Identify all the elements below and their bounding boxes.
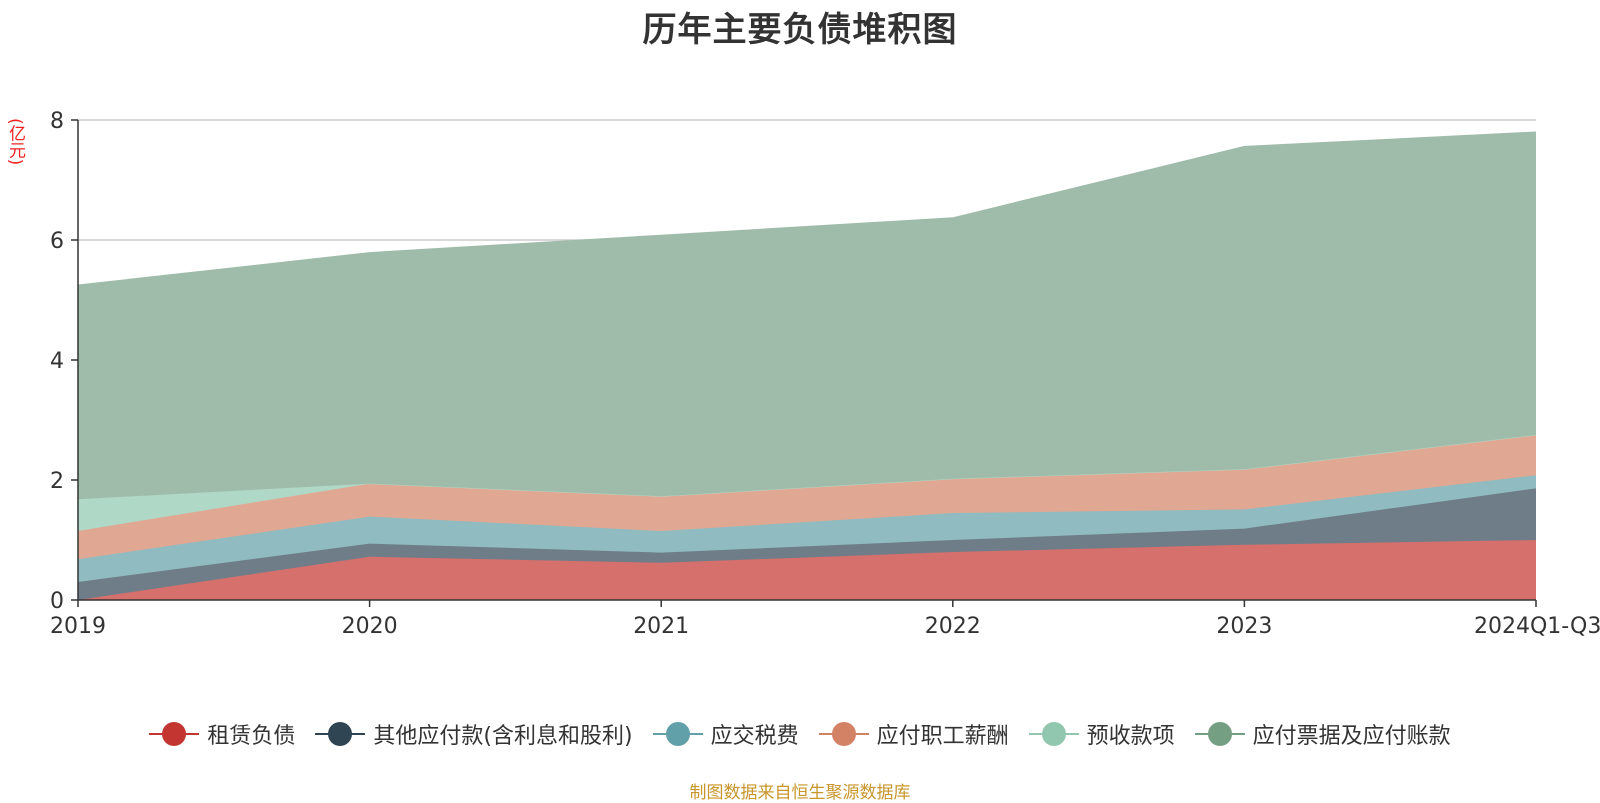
legend-marker-icon [1194,722,1245,746]
y-tick-label: 8 [50,109,64,134]
stacked-area-chart: 0 2 4 6 8 2019 2020 2021 2022 2023 2024Q1-Q3 [50,109,1600,639]
area-edge-5 [77,131,1537,286]
legend-label: 租赁负债 [207,724,296,749]
legend-label: 应付票据及应付账款 [1252,724,1451,749]
x-tick-label: 2024Q1-Q3 [1474,614,1600,639]
legend-marker-icon [818,722,869,746]
area-edge-0 [77,539,1537,601]
legend-label: 应付职工薪酬 [876,724,1009,749]
legend-label: 应交税费 [710,724,799,749]
legend-item-5[interactable]: 应付票据及应付账款 [1194,718,1451,750]
legend-marker-icon [315,722,366,746]
y-tick-label: 4 [50,349,64,374]
x-tick-label: 2019 [50,614,106,639]
legend-item-1[interactable]: 其他应付款(含利息和股利) [315,718,633,750]
axes: 0 2 4 6 8 2019 2020 2021 2022 2023 2024Q1-Q3 [50,109,1600,639]
legend-item-3[interactable]: 应付职工薪酬 [818,718,1009,750]
y-tick-label: 0 [50,589,64,614]
y-axis-unit-label: (亿元) [5,118,25,166]
x-tick-label: 2023 [1216,614,1272,639]
x-tick-label: 2020 [342,614,398,639]
legend: 租赁负债 其他应付款(含利息和股利) 应交税费 应付职工薪酬 预收款项 应付票据及应付账款 [0,718,1600,750]
x-tick-label: 2022 [925,614,981,639]
legend-item-2[interactable]: 应交税费 [652,718,799,750]
area-5 [78,132,1536,500]
legend-marker-icon [1028,722,1079,746]
legend-marker-icon [652,722,703,746]
area-3 [78,435,1536,560]
area-1 [78,488,1536,600]
y-tick-label: 2 [50,469,64,494]
legend-item-0[interactable]: 租赁负债 [149,718,295,750]
legend-marker-icon [149,722,200,746]
legend-label: 其他应付款(含利息和股利) [373,724,633,749]
chart-title: 历年主要负债堆积图 [642,10,958,50]
area-2 [78,475,1536,582]
y-tick-label: 6 [50,229,64,254]
area-series [77,131,1537,601]
source-note: 制图数据来自恒生聚源数据库 [689,783,911,803]
legend-item-4[interactable]: 预收款项 [1028,718,1175,750]
area-0 [78,540,1536,600]
x-tick-label: 2021 [633,614,689,639]
legend-label: 预收款项 [1086,724,1175,749]
